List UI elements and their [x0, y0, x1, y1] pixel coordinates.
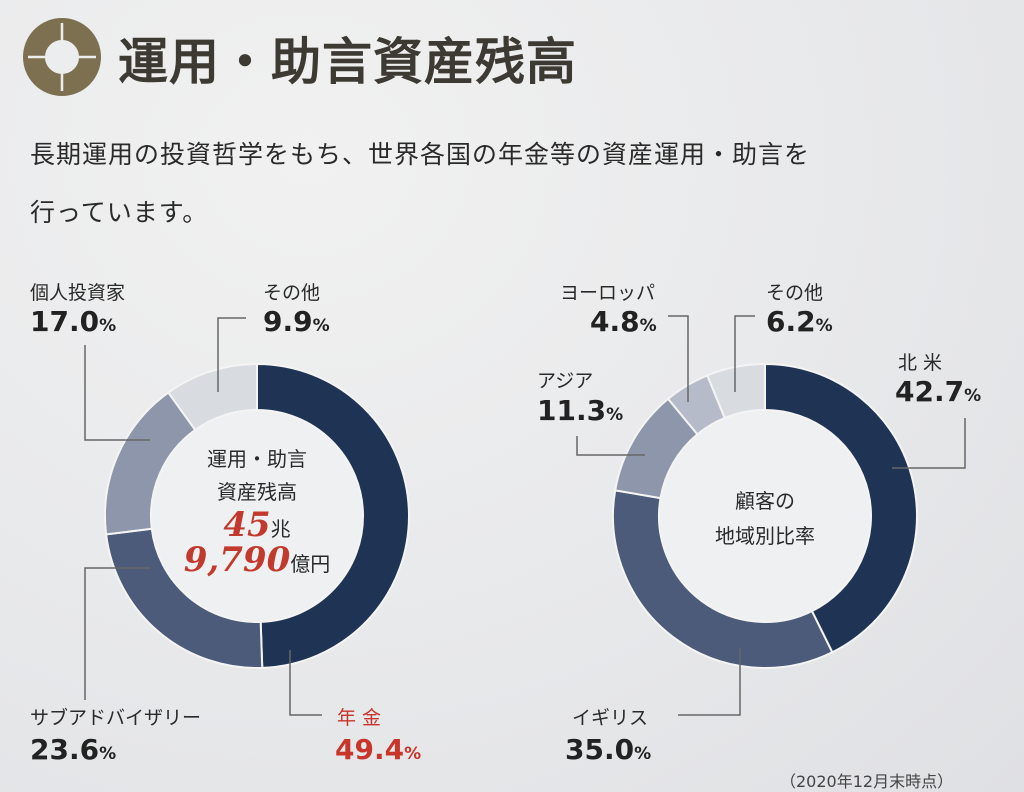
leader-line — [892, 418, 966, 469]
center-label: 顧客の — [735, 489, 795, 513]
leader-line — [289, 650, 322, 716]
donut-chart-regions — [612, 362, 918, 669]
slice-その他 — [166, 362, 258, 432]
slice-label: その他 — [263, 282, 321, 304]
slice-イギリス — [612, 489, 834, 669]
center-label: 地域別比率 — [715, 524, 815, 548]
slice-label: ヨーロッパ — [560, 282, 656, 304]
slice-label: 個人投資家 — [30, 282, 126, 304]
leader-line — [734, 315, 755, 392]
leader-line — [576, 436, 645, 456]
footnote: （2020年12月末時点） — [780, 772, 954, 791]
slice-label: 北 米 — [898, 352, 943, 374]
slice-label: サブアドバイザリー — [30, 707, 202, 729]
center-value: 9,790億円 — [183, 540, 331, 580]
slice-value: 6.2% — [766, 305, 833, 338]
slice-value: 4.8% — [590, 305, 657, 338]
slice-label: その他 — [766, 282, 824, 304]
leader-line — [668, 315, 689, 402]
slice-その他 — [705, 362, 766, 420]
slice-value: 9.9% — [263, 305, 330, 338]
leader-lines — [84, 315, 966, 716]
leader-line — [217, 317, 246, 392]
center-label: 運用・助言 — [207, 447, 307, 471]
slice-年金 — [256, 362, 410, 669]
description: 行っています。 — [30, 198, 209, 227]
slice-label: イギリス — [572, 707, 649, 729]
leader-line — [678, 648, 741, 716]
center-label: 資産残高 — [217, 480, 297, 504]
slice-value: 11.3% — [537, 394, 624, 427]
donut-hole — [659, 410, 871, 622]
slice-label: 年 金 — [337, 707, 382, 729]
slice-北米 — [764, 362, 918, 654]
page-title: 運用・助言資産残高 — [118, 32, 577, 91]
donut-hole — [151, 410, 363, 622]
slice-value: 49.4% — [335, 733, 422, 766]
logo-icon — [23, 18, 101, 96]
slice-label: アジア — [537, 370, 594, 392]
slice-value: 23.6% — [30, 733, 117, 766]
leader-line — [84, 345, 150, 441]
leader-line — [84, 567, 150, 700]
slice-value: 35.0% — [565, 733, 652, 766]
description: 長期運用の投資哲学をもち、世界各国の年金等の資産運用・助言を — [30, 140, 811, 169]
donut-chart-assets — [104, 362, 410, 669]
slice-value: 42.7% — [895, 375, 982, 408]
slice-value: 17.0% — [30, 305, 117, 338]
center-value: 45兆 — [223, 505, 291, 545]
